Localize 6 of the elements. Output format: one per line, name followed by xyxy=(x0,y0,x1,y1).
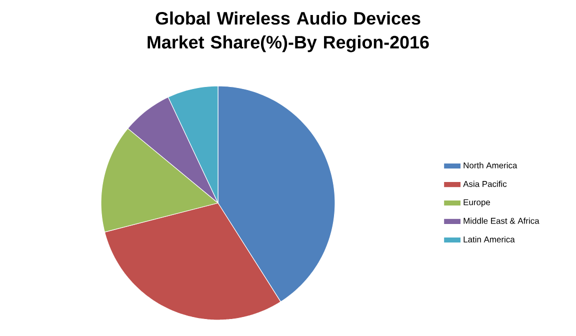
chart-title: Global Wireless Audio Devices Market Share(%)-By Region-2016 xyxy=(148,12,429,52)
legend-label: Europe xyxy=(464,199,490,207)
legend-label: Asia Pacific xyxy=(463,180,507,187)
legend-label: Latin America xyxy=(464,236,515,242)
legend-label: Middle East & Africa xyxy=(464,218,540,224)
legend-label: North America xyxy=(464,162,518,168)
